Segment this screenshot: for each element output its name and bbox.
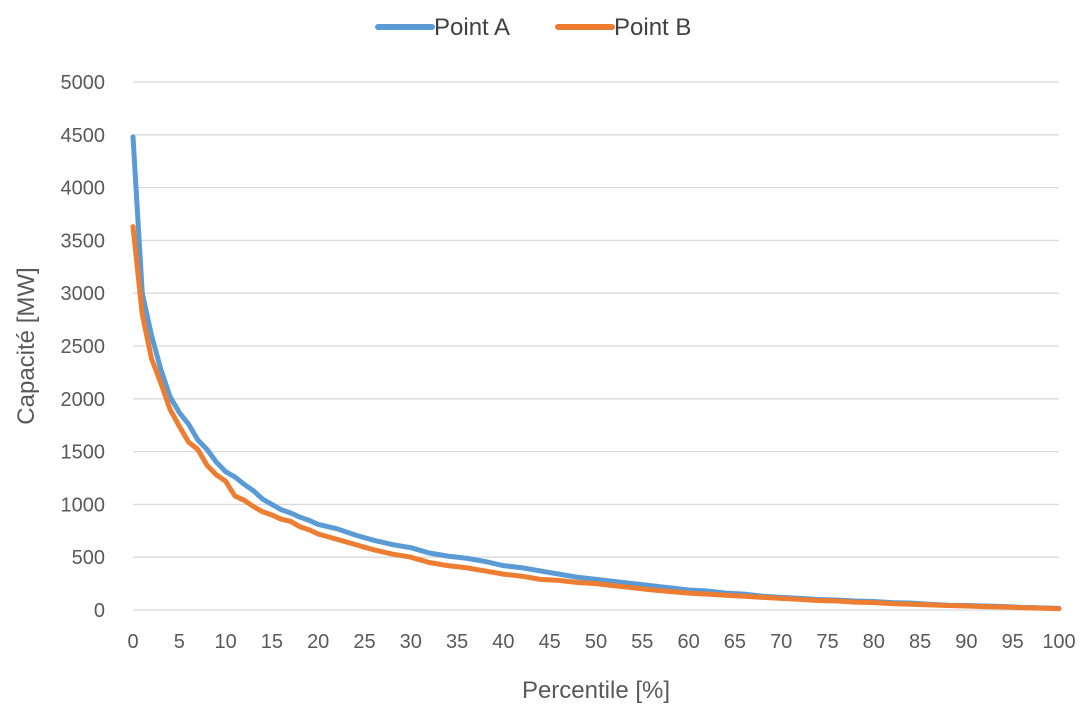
legend: Point A Point B <box>375 14 691 41</box>
x-tick-label: 5 <box>174 631 185 653</box>
x-tick-label: 40 <box>492 631 514 653</box>
x-tick-label: 90 <box>955 631 977 653</box>
x-tick-label: 70 <box>770 631 792 653</box>
y-axis-title: Capacité [MW] <box>13 267 40 424</box>
x-tick-label: 45 <box>539 631 561 653</box>
x-tick-label: 55 <box>631 631 653 653</box>
x-tick-label: 50 <box>585 631 607 653</box>
gridlines <box>133 81 1059 611</box>
y-tick-label: 5000 <box>61 72 106 94</box>
x-tick-label: 95 <box>1002 631 1024 653</box>
y-tick-label: 500 <box>72 547 105 569</box>
x-tick-label: 35 <box>446 631 468 653</box>
x-tick-label: 15 <box>261 631 283 653</box>
x-tick-labels: 0 5 10 15 20 25 30 35 40 45 50 55 60 65 70 75 80 85 90 95 10… <box>127 631 1075 653</box>
y-tick-label: 3000 <box>61 283 106 305</box>
y-tick-label: 2000 <box>61 389 106 411</box>
x-tick-label: 80 <box>863 631 885 653</box>
x-axis-title: Percentile [%] <box>522 677 670 704</box>
legend-label-point-a: Point A <box>434 14 510 41</box>
x-tick-label: 10 <box>214 631 236 653</box>
series-lines <box>130 134 1062 612</box>
x-tick-label: 75 <box>816 631 838 653</box>
x-tick-label: 30 <box>400 631 422 653</box>
y-tick-labels: 0 500 1000 1500 2000 2500 3000 3500 4000 4500 5000 <box>61 72 106 622</box>
y-tick-label: 4000 <box>61 178 106 200</box>
x-tick-label: 0 <box>127 631 138 653</box>
y-tick-label: 1000 <box>61 494 106 516</box>
y-tick-label: 0 <box>94 600 105 622</box>
x-tick-label: 100 <box>1042 631 1075 653</box>
y-tick-label: 4500 <box>61 125 106 147</box>
x-tick-label: 20 <box>307 631 329 653</box>
x-tick-label: 60 <box>677 631 699 653</box>
x-tick-label: 25 <box>353 631 375 653</box>
x-tick-label: 65 <box>724 631 746 653</box>
y-tick-label: 1500 <box>61 442 106 464</box>
y-tick-label: 3500 <box>61 230 106 252</box>
series-line-point-b <box>130 224 1062 612</box>
legend-label-point-b: Point B <box>614 14 691 41</box>
series-line-point-a <box>130 134 1062 611</box>
x-tick-label: 85 <box>909 631 931 653</box>
y-tick-label: 2500 <box>61 336 106 358</box>
